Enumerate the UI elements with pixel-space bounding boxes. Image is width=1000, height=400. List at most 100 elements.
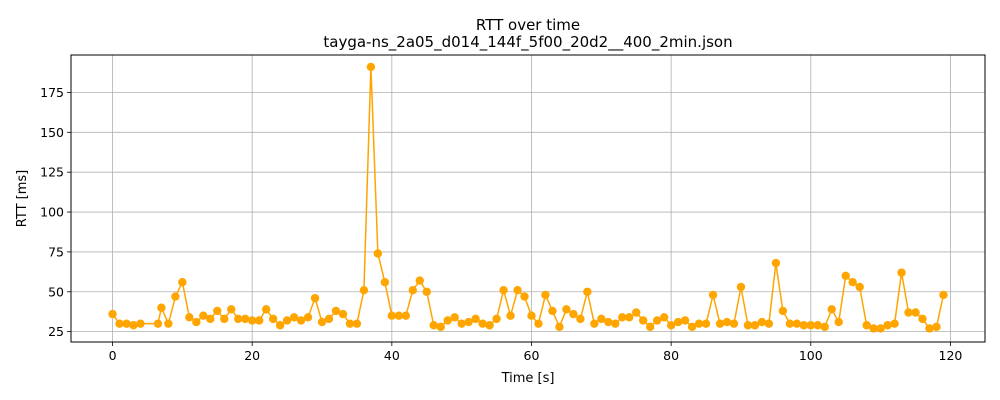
rtt-data-point: [597, 314, 606, 324]
rtt-data-point: [764, 319, 774, 328]
rtt-data-point: [261, 305, 271, 314]
rtt-data-point: [534, 319, 543, 328]
rtt-data-point: [422, 287, 431, 296]
rtt-data-point: [743, 321, 753, 330]
rtt-data-point: [115, 319, 124, 328]
rtt-data-point: [359, 285, 369, 295]
rtt-data-point: [722, 317, 732, 327]
rtt-data-point: [213, 306, 222, 316]
rtt-data-point: [771, 258, 781, 268]
rtt-data-point: [736, 282, 746, 292]
rtt-data-point: [659, 313, 669, 322]
y-tick-label: 50: [48, 284, 64, 299]
rtt-data-point: [220, 314, 229, 324]
rtt-data-point: [618, 313, 627, 322]
rtt-data-point: [639, 316, 648, 325]
rtt-data-point: [324, 314, 334, 324]
rtt-data-point: [506, 311, 515, 320]
rtt-data-point: [199, 311, 208, 320]
rtt-data-point: [227, 305, 236, 314]
rtt-data-point: [164, 319, 173, 328]
rtt-data-point: [387, 311, 397, 320]
rtt-data-point: [694, 319, 704, 328]
x-tick-label: 60: [524, 348, 540, 363]
rtt-data-point: [569, 309, 578, 319]
rtt-data-point: [464, 317, 473, 327]
rtt-data-point: [625, 313, 634, 322]
rtt-data-point: [254, 316, 264, 325]
rtt-data-point: [848, 278, 857, 287]
rtt-data-point: [282, 316, 292, 325]
rtt-data-point: [806, 321, 815, 330]
rtt-data-point: [157, 303, 166, 312]
rtt-data-point: [897, 268, 906, 277]
rtt-data-point: [918, 314, 927, 324]
rtt-data-point: [904, 308, 913, 317]
rtt-data-point: [401, 311, 411, 320]
rtt-data-point: [632, 308, 641, 317]
rtt-data-point: [841, 271, 850, 281]
y-tick-label: 75: [48, 244, 64, 259]
x-tick-label: 40: [384, 348, 400, 363]
rtt-data-point: [275, 321, 285, 330]
rtt-data-point: [583, 287, 592, 296]
rtt-data-point: [206, 314, 215, 324]
rtt-data-point: [555, 322, 564, 332]
rtt-data-point: [108, 309, 117, 319]
rtt-data-point: [352, 319, 362, 328]
rtt-data-point: [869, 324, 878, 333]
rtt-data-point: [485, 321, 494, 330]
rtt-data-point: [757, 317, 767, 327]
rtt-data-point: [708, 290, 718, 300]
rtt-data-point: [939, 290, 948, 300]
rtt-data-point: [799, 321, 809, 330]
rtt-data-point: [457, 319, 466, 328]
rtt-data-point: [541, 290, 550, 300]
rtt-data-point: [436, 322, 445, 332]
rtt-data-point: [687, 322, 697, 332]
rtt-data-point: [862, 321, 871, 330]
rtt-data-point: [247, 316, 257, 325]
rtt-data-point: [394, 311, 404, 320]
rtt-data-point: [666, 321, 676, 330]
y-tick-label: 175: [40, 85, 64, 100]
rtt-data-point: [289, 313, 299, 322]
chart-subtitle: tayga-ns_2a05_d014_144f_5f00_20d2__400_2…: [323, 33, 732, 52]
rtt-data-point: [366, 62, 376, 72]
rtt-data-point: [171, 292, 180, 301]
y-tick-label: 100: [40, 205, 64, 220]
rtt-data-point: [178, 278, 187, 287]
chart-title: RTT over time: [476, 16, 580, 34]
rtt-data-point: [827, 305, 836, 314]
rtt-data-point: [876, 324, 885, 333]
rtt-data-point: [513, 285, 522, 295]
rtt-data-point: [471, 314, 480, 324]
rtt-data-point: [911, 308, 920, 317]
rtt-data-point: [303, 313, 313, 322]
rtt-data-point: [778, 306, 788, 316]
rtt-data-point: [185, 313, 194, 322]
rtt-data-point: [373, 249, 383, 258]
y-tick-label: 125: [40, 165, 64, 180]
rtt-data-point: [415, 276, 424, 285]
rtt-data-point: [499, 285, 508, 295]
rtt-data-point: [450, 313, 459, 322]
rtt-data-point: [673, 317, 683, 327]
x-tick-label: 80: [663, 348, 679, 363]
rtt-data-point: [129, 321, 138, 330]
rtt-data-point: [548, 306, 557, 316]
rtt-data-point: [478, 319, 487, 328]
rtt-data-point: [268, 314, 278, 324]
rtt-data-point: [520, 292, 529, 301]
rtt-data-point: [883, 321, 892, 330]
rtt-data-point: [122, 319, 131, 328]
y-tick-label: 25: [48, 324, 64, 339]
x-tick-label: 20: [244, 348, 260, 363]
y-tick-label: 150: [40, 125, 64, 140]
rtt-data-point: [443, 316, 452, 325]
axis-ticks: 0 20 40 60 80 100 120 25 50 75 100 125 150 175: [40, 85, 962, 363]
rtt-data-point: [785, 319, 795, 328]
rtt-data-point: [492, 314, 501, 324]
